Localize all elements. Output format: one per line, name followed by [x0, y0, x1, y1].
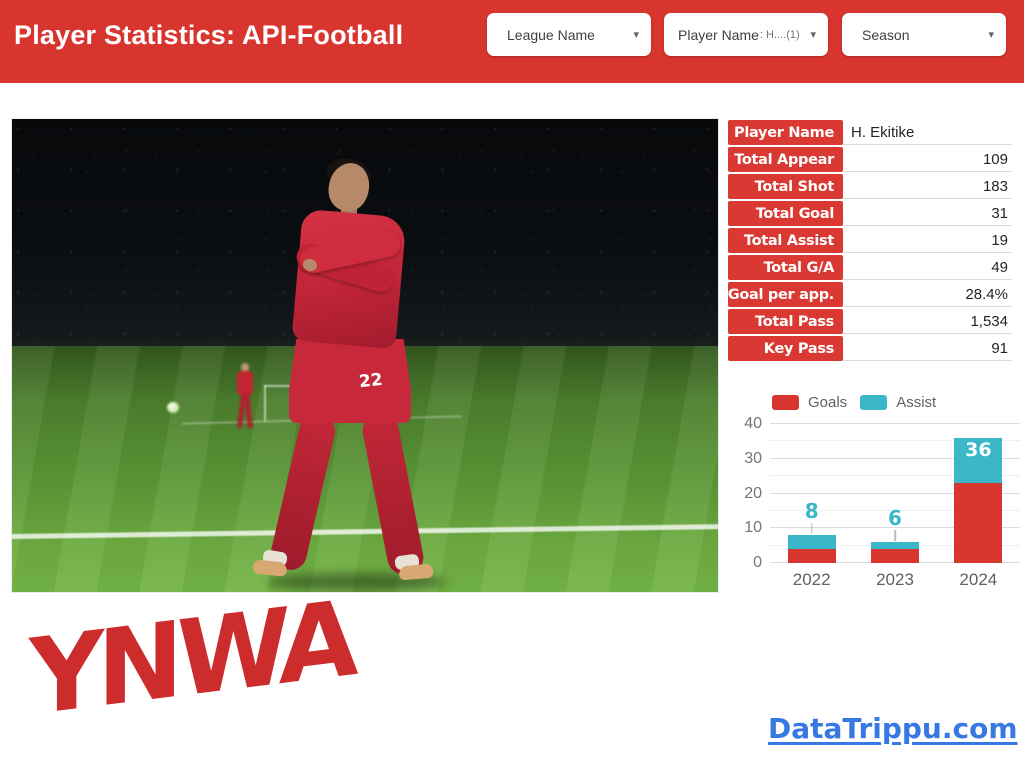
table-row: Key Pass 91 — [728, 336, 1012, 361]
goals-segment[interactable] — [954, 483, 1003, 563]
datatrippu-link[interactable]: DataTrippu.com — [768, 712, 1018, 745]
gridline — [770, 440, 1020, 442]
stat-label: Total G/A — [728, 255, 843, 280]
player-boot — [398, 563, 434, 581]
bar-2024[interactable]: 36 — [954, 437, 1003, 563]
stat-label: Total Assist — [728, 228, 843, 253]
table-row: Total Appear 109 — [728, 147, 1012, 172]
table-row: Total Assist 19 — [728, 228, 1012, 253]
gridline — [770, 475, 1020, 477]
chart-x-axis: 2022 2023 2024 — [770, 570, 1020, 594]
stat-value: 49 — [843, 255, 1012, 280]
table-row: Total Shot 183 — [728, 174, 1012, 199]
gridline — [770, 509, 1020, 511]
legend-item[interactable]: Goals — [772, 394, 847, 411]
legend-swatch — [772, 395, 799, 410]
legend-item[interactable]: Assist — [860, 394, 936, 411]
stat-value: 28.4% — [843, 282, 1012, 307]
label-whisker — [894, 530, 896, 542]
y-axis-tick: 40 — [744, 415, 762, 432]
stat-label: Total Pass — [728, 309, 843, 334]
stat-label: Total Goal — [728, 201, 843, 226]
season-dropdown[interactable]: Season ▾ — [842, 13, 1006, 56]
stat-value: 31 — [843, 201, 1012, 226]
bar-2023[interactable] — [871, 542, 919, 563]
y-axis-tick: 20 — [744, 484, 762, 502]
stat-label: Player Name — [728, 120, 843, 145]
bar-total-label: 6 — [888, 506, 902, 531]
chart-legend: Goals Assist — [772, 394, 936, 411]
chevron-down-icon: ▾ — [810, 29, 816, 41]
table-row: Total Pass 1,534 — [728, 309, 1012, 334]
chart-plot: 8 6 36 — [770, 423, 1020, 563]
goals-segment[interactable] — [871, 549, 919, 563]
goals-assist-chart: Goals Assist 0 10 20 30 40 8 6 36 2022 2023 2024 — [728, 392, 1022, 604]
page-title: Player Statistics: API-Football — [14, 19, 404, 50]
chart-y-axis: 0 10 20 30 40 — [728, 415, 762, 571]
main-player: 22 — [252, 154, 447, 592]
stat-value: 19 — [843, 228, 1012, 253]
legend-label: Assist — [896, 394, 937, 411]
assist-segment[interactable] — [954, 437, 1003, 484]
player-left-leg — [267, 410, 339, 574]
bar-total-label: 8 — [804, 499, 819, 524]
gridline — [770, 527, 1020, 529]
table-row: Player Name H. Ekitike — [728, 120, 1012, 145]
table-row: Total Goal 31 — [728, 201, 1012, 226]
table-row: Total G/A 49 — [728, 255, 1012, 280]
chevron-down-icon: ▾ — [988, 29, 994, 41]
distant-player — [232, 363, 258, 443]
league-dropdown-label: League Name — [507, 26, 595, 43]
ynwa-signature: YNWA — [29, 576, 352, 740]
stat-value: 1,534 — [843, 309, 1012, 334]
player-right-leg — [359, 411, 427, 577]
header-bar: Player Statistics: API-Football League N… — [0, 0, 1024, 83]
bar-2022[interactable] — [787, 535, 836, 563]
football-icon — [167, 402, 179, 413]
stat-value: 109 — [843, 147, 1012, 172]
y-axis-tick: 30 — [744, 449, 762, 467]
gridline — [770, 492, 1020, 494]
legend-label: Goals — [808, 394, 848, 411]
jersey-number: 22 — [358, 369, 384, 393]
player-dropdown-label: Player Name — [678, 26, 759, 43]
stat-value: 183 — [843, 174, 1012, 199]
x-axis-tick: 2024 — [959, 570, 998, 589]
gridline — [770, 423, 1020, 424]
table-row: Goal per app. 28.4% — [728, 282, 1012, 307]
season-dropdown-label: Season — [862, 26, 910, 43]
stat-value: H. Ekitike — [843, 120, 1012, 145]
y-axis-tick: 0 — [753, 554, 762, 571]
player-name-dropdown[interactable]: Player Name : H....(1) ▾ — [664, 13, 828, 56]
goals-segment[interactable] — [787, 549, 836, 563]
assist-segment[interactable] — [871, 542, 919, 550]
player-dropdown-selection: : H....(1) — [759, 28, 800, 41]
stat-label: Key Pass — [728, 336, 843, 361]
player-shorts — [289, 339, 411, 423]
stadium-photo: 22 — [12, 119, 718, 592]
x-axis-tick: 2023 — [876, 570, 914, 589]
stat-label: Total Appear — [728, 147, 843, 172]
label-whisker — [810, 523, 813, 535]
legend-swatch — [860, 395, 888, 410]
stat-label: Goal per app. — [728, 282, 843, 307]
stats-table: Player Name H. Ekitike Total Appear 109 Tota… — [728, 120, 1012, 361]
bar-total-label: 36 — [965, 438, 992, 461]
stat-label: Total Shot — [728, 174, 843, 199]
chevron-down-icon: ▾ — [633, 29, 639, 41]
y-axis-tick: 10 — [744, 519, 762, 537]
league-name-dropdown[interactable]: League Name ▾ — [487, 13, 651, 56]
stat-value: 91 — [843, 336, 1012, 361]
x-axis-tick: 2022 — [792, 570, 831, 589]
gridline — [770, 457, 1020, 459]
assist-segment[interactable] — [787, 535, 836, 550]
